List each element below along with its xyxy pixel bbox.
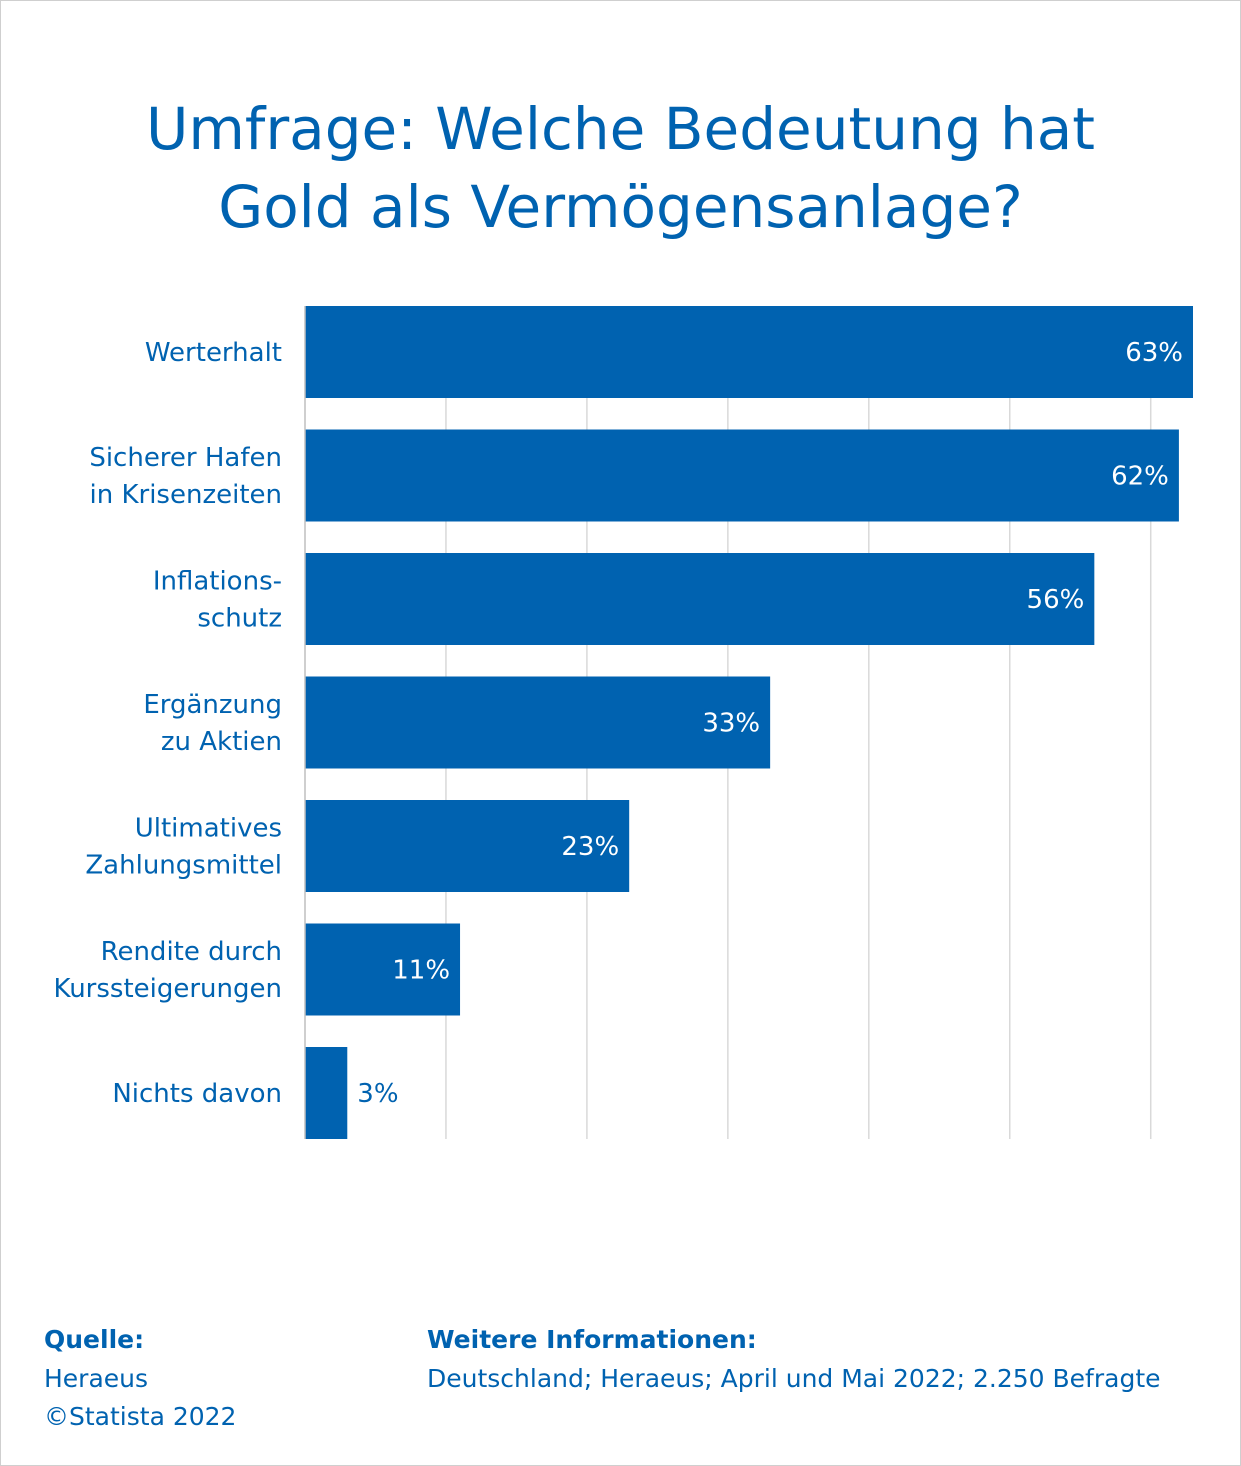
- value-label-2: 62%: [1111, 462, 1169, 492]
- bar-5: [305, 800, 630, 892]
- value-label-7: 3%: [357, 1079, 398, 1109]
- category-label-4-line-1: Ergänzung: [143, 690, 282, 720]
- category-label-2-line-2: in Krisenzeiten: [90, 480, 283, 510]
- chart-title-line-2: Gold als Vermögensanlage?: [218, 173, 1023, 241]
- bar-6: [305, 923, 461, 1016]
- value-label-3: 56%: [1027, 585, 1085, 615]
- bar-3: [305, 553, 1095, 645]
- category-label-6-line-1: Rendite durch: [101, 937, 282, 967]
- category-label-5-line-1: Ultimatives: [135, 814, 282, 844]
- category-label-5-line-2: Zahlungsmittel: [85, 851, 282, 881]
- source-heading: Quelle:: [44, 1325, 145, 1354]
- source-line-1: Heraeus: [44, 1364, 149, 1393]
- chart-title: Umfrage: Welche Bedeutung hat Gold als V…: [0, 90, 1241, 246]
- category-label-1-line-1: Werterhalt: [145, 338, 282, 368]
- bar-1: [305, 306, 1193, 398]
- value-label-6: 11%: [392, 956, 450, 986]
- category-label-4-line-2: zu Aktien: [161, 727, 282, 757]
- value-label-4: 33%: [702, 709, 760, 739]
- category-label-2-line-1: Sicherer Hafen: [89, 443, 282, 473]
- value-label-5: 23%: [561, 832, 619, 862]
- bar-2: [305, 429, 1179, 522]
- chart-title-line-1: Umfrage: Welche Bedeutung hat: [145, 95, 1096, 163]
- category-label-3-line-2: schutz: [197, 604, 282, 634]
- category-label-7-line-1: Nichts davon: [112, 1079, 282, 1109]
- category-label-6-line-2: Kurssteigerungen: [53, 974, 282, 1004]
- info-heading: Weitere Informationen:: [427, 1325, 757, 1354]
- value-label-1: 63%: [1125, 338, 1183, 368]
- category-label-3-line-1: Inflations-: [153, 567, 282, 597]
- bar-4: [305, 676, 771, 769]
- source-line-2: ©Statista 2022: [44, 1402, 237, 1431]
- bar-7: [305, 1047, 348, 1139]
- info-text: Deutschland; Heraeus; April und Mai 2022…: [427, 1364, 1161, 1393]
